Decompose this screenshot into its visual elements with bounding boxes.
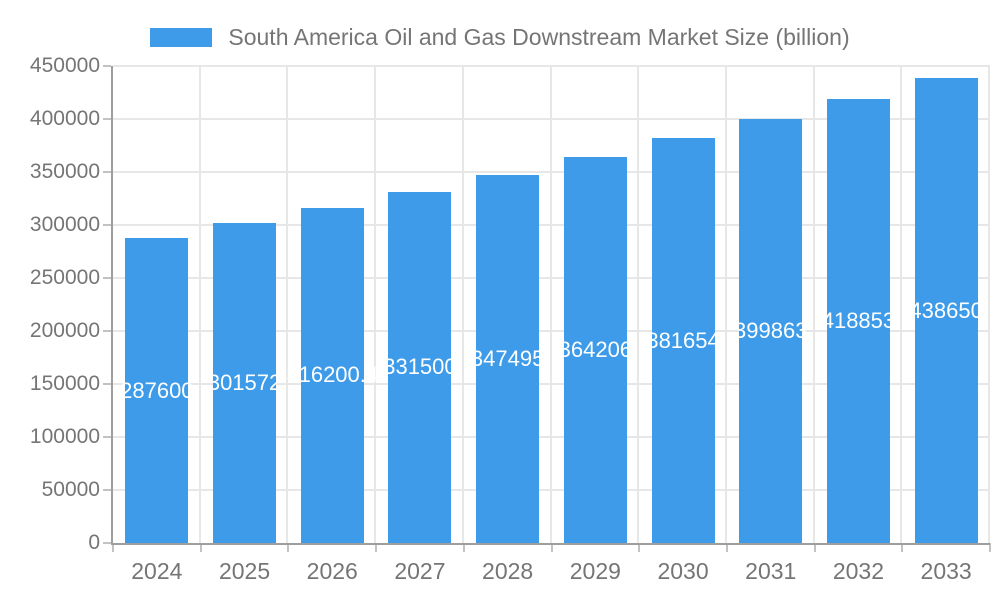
x-tick-label: 2028 bbox=[482, 558, 534, 584]
y-tick-mark bbox=[103, 542, 111, 544]
x-tick-label: 2032 bbox=[832, 558, 885, 584]
x-tick-mark bbox=[813, 543, 816, 552]
v-gridline bbox=[198, 66, 201, 543]
x-tick-label: 2031 bbox=[745, 558, 797, 584]
y-tick-label: 250000 bbox=[29, 266, 100, 289]
y-tick-mark bbox=[103, 489, 111, 491]
x-tick-mark bbox=[287, 543, 290, 552]
y-tick-label: 100000 bbox=[29, 425, 100, 448]
bar-2029[interactable]: 364206 bbox=[559, 156, 632, 543]
chart-legend[interactable]: South America Oil and Gas Downstream Mar… bbox=[0, 22, 1000, 52]
h-gridline bbox=[113, 171, 990, 173]
bar-value-label: 287600 bbox=[120, 377, 194, 403]
y-tick-label: 150000 bbox=[29, 372, 100, 395]
x-tick-label: 2024 bbox=[131, 558, 183, 584]
x-tick-mark bbox=[725, 543, 728, 552]
y-tick-mark bbox=[103, 65, 111, 67]
v-gridline bbox=[461, 66, 464, 543]
v-gridline bbox=[812, 66, 815, 543]
v-gridline bbox=[724, 66, 727, 543]
x-tick-label: 2030 bbox=[657, 558, 709, 584]
bar-value-label: 301572 bbox=[207, 370, 282, 396]
v-gridline bbox=[637, 66, 640, 543]
bar-2030[interactable]: 381654 bbox=[646, 138, 720, 543]
bar-2032[interactable]: 418853 bbox=[822, 99, 895, 543]
h-gridline bbox=[113, 118, 990, 120]
y-tick-mark bbox=[103, 330, 111, 332]
y-axis-line bbox=[111, 66, 113, 545]
x-tick-label: 2026 bbox=[306, 558, 358, 584]
bar-value-label: 331500 bbox=[383, 354, 457, 380]
v-gridline bbox=[374, 66, 377, 543]
bar-value-label: 347495 bbox=[470, 345, 545, 371]
x-tick-label: 2025 bbox=[218, 558, 271, 584]
v-gridline bbox=[549, 66, 552, 543]
x-tick-mark bbox=[550, 543, 553, 552]
h-gridline bbox=[113, 436, 990, 438]
bar-value-label: 316200.4 bbox=[286, 362, 379, 388]
bar-2027[interactable]: 331500 bbox=[383, 191, 457, 543]
x-tick-mark bbox=[199, 543, 202, 552]
x-tick-mark bbox=[375, 543, 378, 552]
h-gridline bbox=[113, 330, 990, 332]
x-axis-line bbox=[111, 543, 990, 545]
x-tick-label: 2027 bbox=[394, 558, 446, 584]
x-tick-label: 2033 bbox=[920, 558, 972, 584]
bar-2024[interactable]: 287600 bbox=[120, 238, 194, 543]
bar-2028[interactable]: 347495 bbox=[471, 174, 544, 543]
legend-label: South America Oil and Gas Downstream Mar… bbox=[228, 23, 850, 50]
y-tick-mark bbox=[103, 383, 111, 385]
y-tick-label: 450000 bbox=[29, 54, 100, 77]
legend-swatch bbox=[150, 27, 213, 47]
h-gridline bbox=[113, 224, 990, 226]
y-tick-mark bbox=[103, 118, 111, 120]
bar-value-label: 399863 bbox=[734, 318, 808, 344]
y-tick-mark bbox=[103, 171, 111, 173]
x-tick-mark bbox=[638, 543, 641, 552]
x-tick-mark bbox=[901, 543, 904, 552]
h-gridline bbox=[113, 489, 990, 491]
v-gridline bbox=[286, 66, 289, 543]
bar-2033[interactable]: 438650 bbox=[909, 78, 983, 543]
bar-value-label: 364206 bbox=[558, 336, 633, 362]
h-gridline bbox=[113, 65, 990, 67]
h-gridline bbox=[113, 383, 990, 385]
y-tick-mark bbox=[103, 224, 111, 226]
bar-value-label: 438650 bbox=[909, 297, 983, 323]
v-gridline bbox=[900, 66, 903, 543]
plot-area: 287600 301572 316200.4 331500 347495 364206 38… bbox=[113, 65, 990, 543]
y-tick-label: 300000 bbox=[29, 213, 100, 236]
x-tick-mark bbox=[462, 543, 465, 552]
y-tick-label: 0 bbox=[88, 531, 100, 554]
h-gridline bbox=[113, 277, 990, 279]
y-tick-label: 50000 bbox=[41, 478, 100, 501]
bar-2026[interactable]: 316200.4 bbox=[286, 207, 378, 543]
y-tick-mark bbox=[103, 277, 111, 279]
bar-2025[interactable]: 301572 bbox=[208, 223, 281, 543]
x-tick-mark bbox=[989, 543, 991, 552]
y-tick-label: 350000 bbox=[29, 160, 100, 183]
bar-value-label: 418853 bbox=[821, 308, 896, 334]
y-tick-label: 400000 bbox=[29, 107, 100, 130]
bar-2031[interactable]: 399863 bbox=[734, 119, 807, 543]
v-gridline bbox=[988, 66, 990, 543]
y-tick-mark bbox=[103, 436, 111, 438]
y-tick-label: 200000 bbox=[29, 319, 100, 342]
bar-value-label: 381654 bbox=[646, 327, 720, 353]
x-tick-mark bbox=[112, 543, 114, 552]
x-tick-label: 2029 bbox=[569, 558, 621, 584]
